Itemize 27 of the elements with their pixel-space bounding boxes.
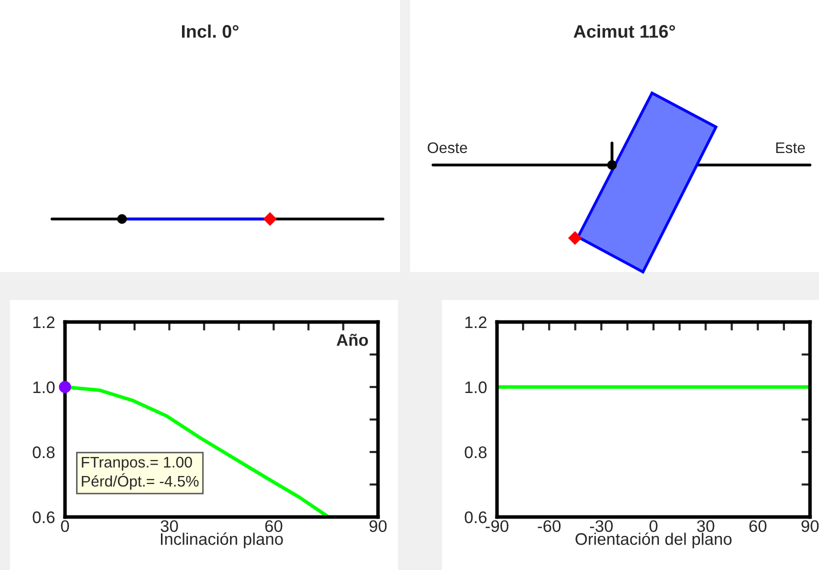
y-tick-label: 0.8 [464,446,487,458]
y-tick-label: 1.0 [33,381,55,394]
y-tick-label: 1.2 [465,316,486,328]
x-tick-label: 60 [265,520,282,532]
y-tick-label: 0.8 [32,446,55,458]
y-tick-label: 0.6 [32,511,55,524]
x-tick-label: -90 [486,520,508,532]
x-tick-label: 90 [370,520,387,532]
annotation: Año [336,334,368,346]
text: Este [776,142,805,154]
x-axis-title: Orientación del plano [576,532,732,548]
x-tick-label: 30 [697,520,714,532]
text: Incl. 0° [182,24,238,38]
x-tick-label: -60 [538,520,561,532]
x-tick-label: 0 [650,520,658,532]
x-tick-label: 90 [802,520,819,532]
annotation: FTranpos.= 1.00 Pérd/Ópt.= -4.5% [82,456,199,490]
x-tick-label: 30 [160,520,178,532]
y-tick-label: 1.0 [465,381,487,394]
x-axis-title: Inclinación plano [160,532,283,548]
y-tick-label: 0.6 [464,511,487,524]
x-tick-label: -30 [590,520,613,532]
y-tick-label: 1.2 [33,316,54,328]
x-tick-label: 60 [749,520,766,532]
text: Acimut 116° [574,24,676,38]
x-tick-label: 0 [61,520,69,532]
text: Oeste [428,142,468,154]
